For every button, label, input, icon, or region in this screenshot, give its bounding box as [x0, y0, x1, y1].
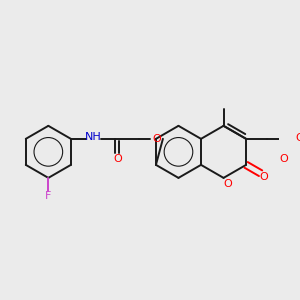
Text: O: O	[296, 133, 300, 143]
Text: NH: NH	[85, 132, 102, 142]
Text: F: F	[45, 191, 52, 202]
Text: O: O	[279, 154, 288, 164]
Text: O: O	[113, 154, 122, 164]
Text: O: O	[152, 134, 161, 144]
Text: O: O	[223, 179, 232, 189]
Text: O: O	[259, 172, 268, 182]
